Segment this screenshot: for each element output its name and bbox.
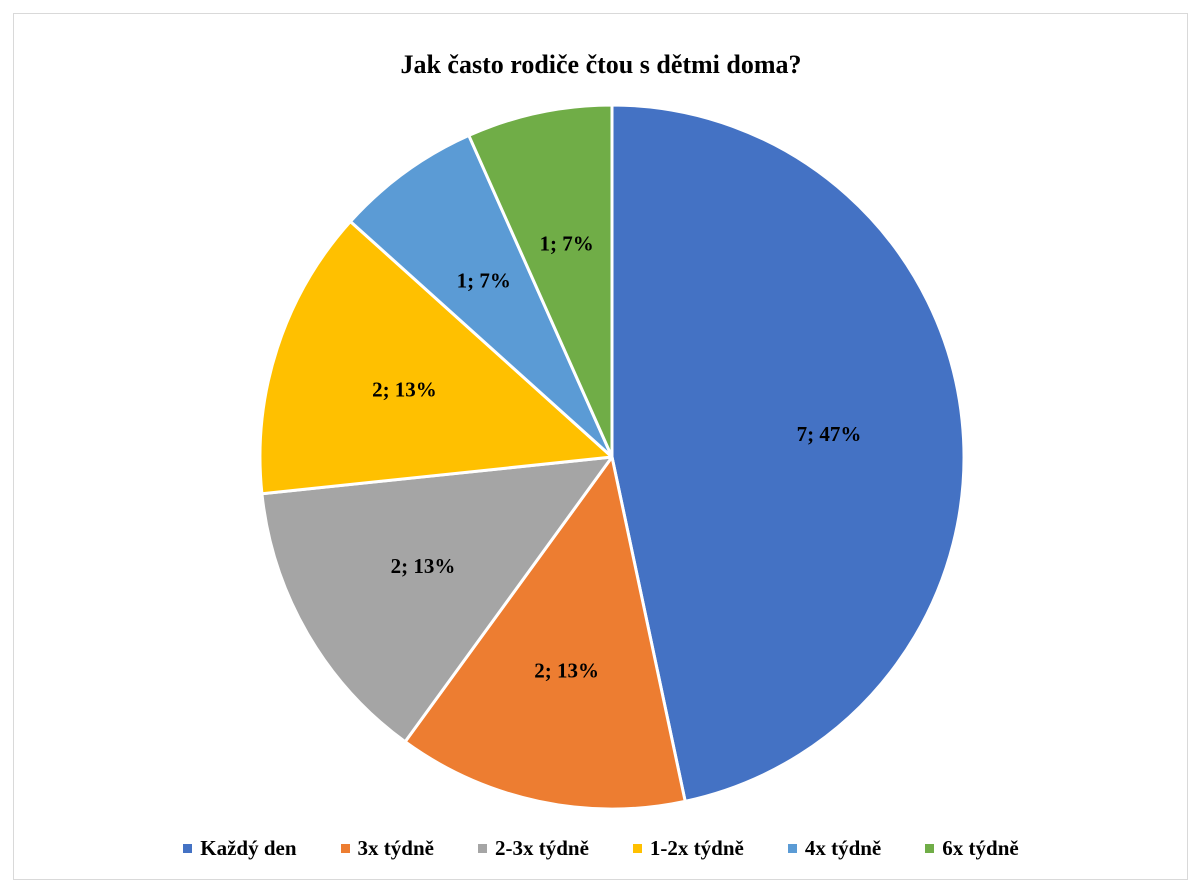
chart-legend: Každý den 3x týdně 2-3x týdně 1-2x týdně 4x … [0,836,1202,861]
pie-slice-2-3x-tydne [260,455,614,744]
legend-item-kazdy-den: Každý den [183,836,297,861]
pie-slice-4x-tydne [348,133,614,459]
legend-swatch [340,844,350,853]
legend-label: 1-2x týdně [649,836,744,860]
legend-swatch [925,844,935,853]
legend-item-3x-tydne: 3x týdně [340,836,434,861]
data-label-4x-tydne: 1; 7% [457,268,511,292]
legend-label: 3x týdně [357,836,434,860]
legend-item-1-2x-tydne: 1-2x týdně [632,836,744,861]
legend-swatch [787,844,797,853]
legend-label: 2-3x týdně [494,836,589,860]
legend-label: Každý den [200,836,297,860]
data-label-3x-tydne: 2; 13% [534,658,599,682]
legend-label: 4x týdně [804,836,882,860]
data-label-6x-tydne: 1; 7% [540,232,594,256]
pie-slice-kazdy-den [610,103,966,803]
pie-slice-6x-tydne [467,103,614,459]
legend-swatch [477,844,487,853]
data-label-2-3x-tydne: 2; 13% [391,554,456,578]
legend-label: 6x týdně [942,836,1019,860]
legend-item-6x-tydne: 6x týdně [925,836,1019,861]
legend-swatch [632,844,642,853]
pie-slice-1-2x-tydne [258,219,614,496]
pie-slice-3x-tydne [403,455,687,811]
chart-title: Jak často rodiče čtou s dětmi doma? [400,50,802,79]
legend-item-4x-tydne: 4x týdně [787,836,882,861]
pie-slices [258,103,966,811]
data-label-kazdy-den: 7; 47% [797,422,862,446]
data-label-1-2x-tydne: 2; 13% [372,378,437,402]
legend-item-2-3x-tydne: 2-3x týdně [477,836,589,861]
pie-data-labels: 7; 47% 2; 13% 2; 13% 2; 13% 1; 7% 1; 7% [372,232,861,683]
legend-swatch [183,844,193,853]
